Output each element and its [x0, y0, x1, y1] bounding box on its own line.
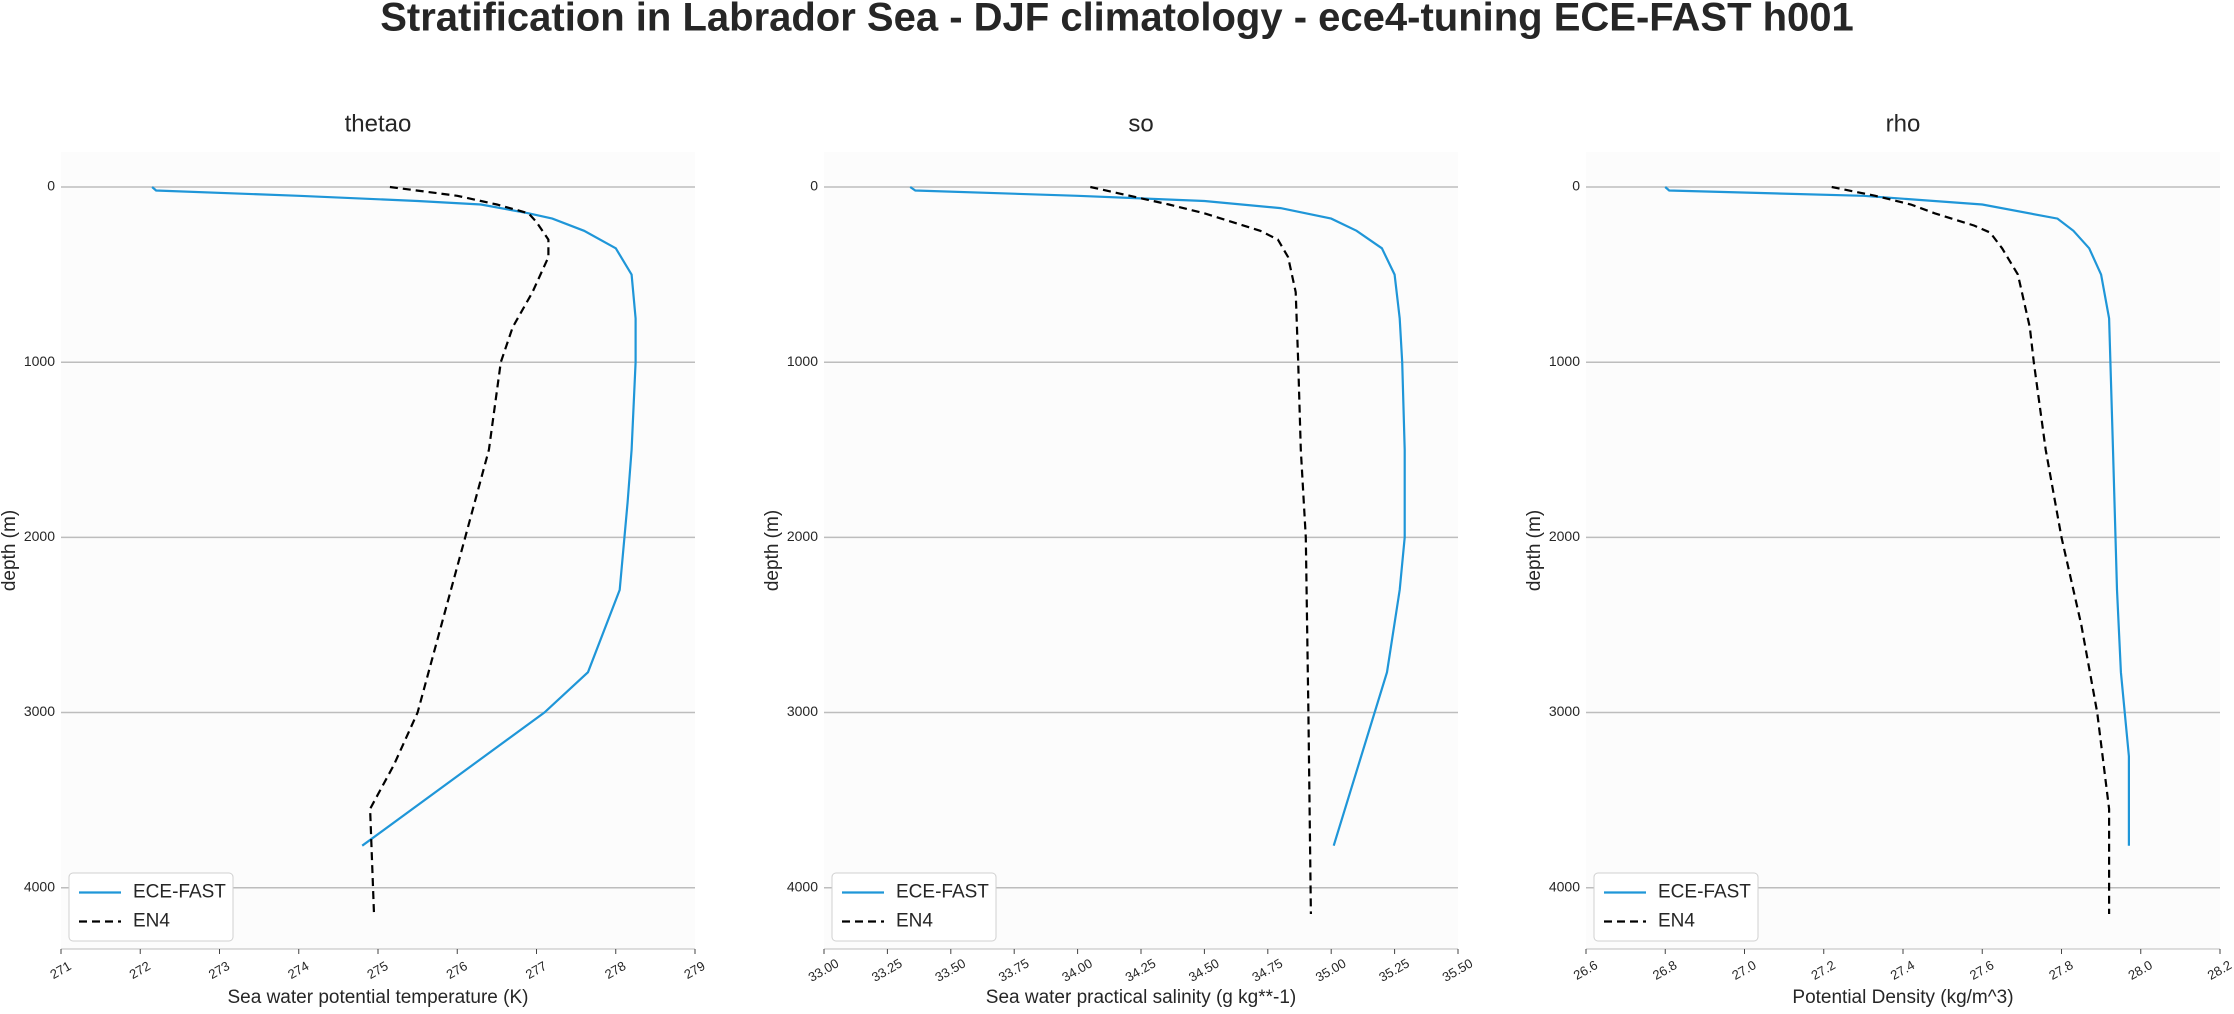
y-axis-label: depth (m) — [1524, 510, 1545, 591]
y-tick-label: 2000 — [1549, 528, 1580, 544]
x-tick-label: 28.0 — [2126, 957, 2155, 983]
x-tick-label: 26.8 — [1650, 957, 1679, 983]
x-tick-label: 27.4 — [1888, 957, 1917, 983]
x-tick-label: 27.2 — [1809, 957, 1838, 983]
x-tick-label: 33.00 — [806, 955, 842, 984]
x-tick-label: 278 — [602, 958, 628, 982]
x-tick-label: 26.6 — [1571, 957, 1600, 983]
legend-box — [1593, 872, 1759, 942]
subplot-title: thetao — [345, 110, 412, 137]
legend-label: ECE-FAST — [896, 882, 989, 903]
legend: ECE-FAST EN4 — [1593, 872, 1759, 942]
y-tick-label: 3000 — [24, 703, 55, 719]
x-tick-label: 271 — [47, 958, 73, 982]
x-tick-label: 275 — [364, 958, 390, 982]
x-axis-label: Sea water practical salinity (g kg**-1) — [986, 987, 1296, 1008]
plot-area — [61, 152, 695, 949]
profile-line — [368, 185, 550, 915]
y-axis-label: depth (m) — [0, 510, 20, 591]
y-tick-label: 1000 — [24, 353, 55, 369]
legend-label: ECE-FAST — [133, 882, 226, 903]
x-axis-label: Sea water potential temperature (K) — [228, 987, 529, 1008]
y-tick-label: 1000 — [1549, 353, 1580, 369]
legend: ECE-FAST EN4 — [831, 872, 997, 942]
x-tick-label: 33.75 — [996, 955, 1032, 984]
x-tick-label: 273 — [206, 958, 232, 982]
y-tick-label: 2000 — [787, 528, 818, 544]
y-tick-label: 3000 — [787, 703, 818, 719]
plot-area — [1586, 152, 2220, 949]
subplot-title: so — [1128, 110, 1153, 137]
x-tick-label: 276 — [444, 958, 470, 982]
y-tick-label: 4000 — [787, 878, 818, 894]
subplot-title: rho — [1886, 110, 1921, 137]
plot-area — [824, 152, 1458, 949]
subplot: thetao 0 1000 2000 3000 4000 271 272 273 274 275 27… — [0, 110, 708, 1008]
y-tick-label: 2000 — [24, 528, 55, 544]
legend-box — [831, 872, 997, 942]
x-tick-label: 272 — [127, 958, 153, 982]
legend-label: ECE-FAST — [1658, 882, 1751, 903]
x-tick-label: 27.6 — [1967, 957, 1996, 983]
x-tick-label: 34.75 — [1249, 955, 1285, 984]
profile-line — [151, 186, 637, 847]
profile-line — [1090, 185, 1312, 915]
x-tick-label: 27.0 — [1729, 957, 1758, 983]
x-tick-label: 35.00 — [1313, 955, 1349, 984]
x-tick-label: 34.25 — [1123, 955, 1159, 984]
x-tick-label: 274 — [285, 958, 311, 982]
y-tick-label: 0 — [810, 178, 818, 194]
y-axis-label: depth (m) — [762, 510, 783, 591]
y-tick-label: 3000 — [1549, 703, 1580, 719]
legend-label: EN4 — [1658, 911, 1695, 932]
x-tick-label: 279 — [681, 958, 707, 982]
x-tick-label: 277 — [523, 958, 549, 982]
legend: ECE-FAST EN4 — [68, 872, 234, 942]
legend-label: EN4 — [133, 911, 170, 932]
profile-line — [909, 186, 1406, 847]
x-tick-label: 35.25 — [1376, 955, 1412, 984]
y-tick-label: 0 — [1572, 178, 1580, 194]
y-tick-label: 0 — [47, 178, 55, 194]
x-tick-label: 34.00 — [1059, 955, 1095, 984]
x-tick-label: 34.50 — [1186, 955, 1222, 984]
legend-box — [68, 872, 234, 942]
subplot: rho 0 1000 2000 3000 4000 26.6 26.8 27.0 27.2 27.4… — [1524, 110, 2234, 1008]
x-tick-label: 35.50 — [1440, 955, 1476, 984]
x-tick-label: 27.8 — [2046, 957, 2075, 983]
x-tick-label: 33.25 — [869, 955, 905, 984]
legend-label: EN4 — [896, 911, 933, 932]
y-tick-label: 4000 — [24, 878, 55, 894]
x-axis-label: Potential Density (kg/m^3) — [1792, 987, 2013, 1008]
figure-title: Stratification in Labrador Sea - DJF cli… — [380, 0, 1854, 40]
subplot: so 0 1000 2000 3000 4000 33.00 33.25 33.50 33.75 3… — [762, 110, 1475, 1008]
x-tick-label: 28.2 — [2205, 957, 2234, 983]
x-tick-label: 33.50 — [932, 955, 968, 984]
y-tick-label: 4000 — [1549, 878, 1580, 894]
profile-line — [1831, 185, 2111, 914]
y-tick-label: 1000 — [787, 353, 818, 369]
